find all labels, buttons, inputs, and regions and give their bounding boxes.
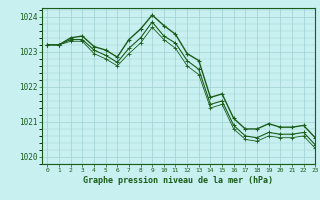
X-axis label: Graphe pression niveau de la mer (hPa): Graphe pression niveau de la mer (hPa) xyxy=(84,176,273,185)
